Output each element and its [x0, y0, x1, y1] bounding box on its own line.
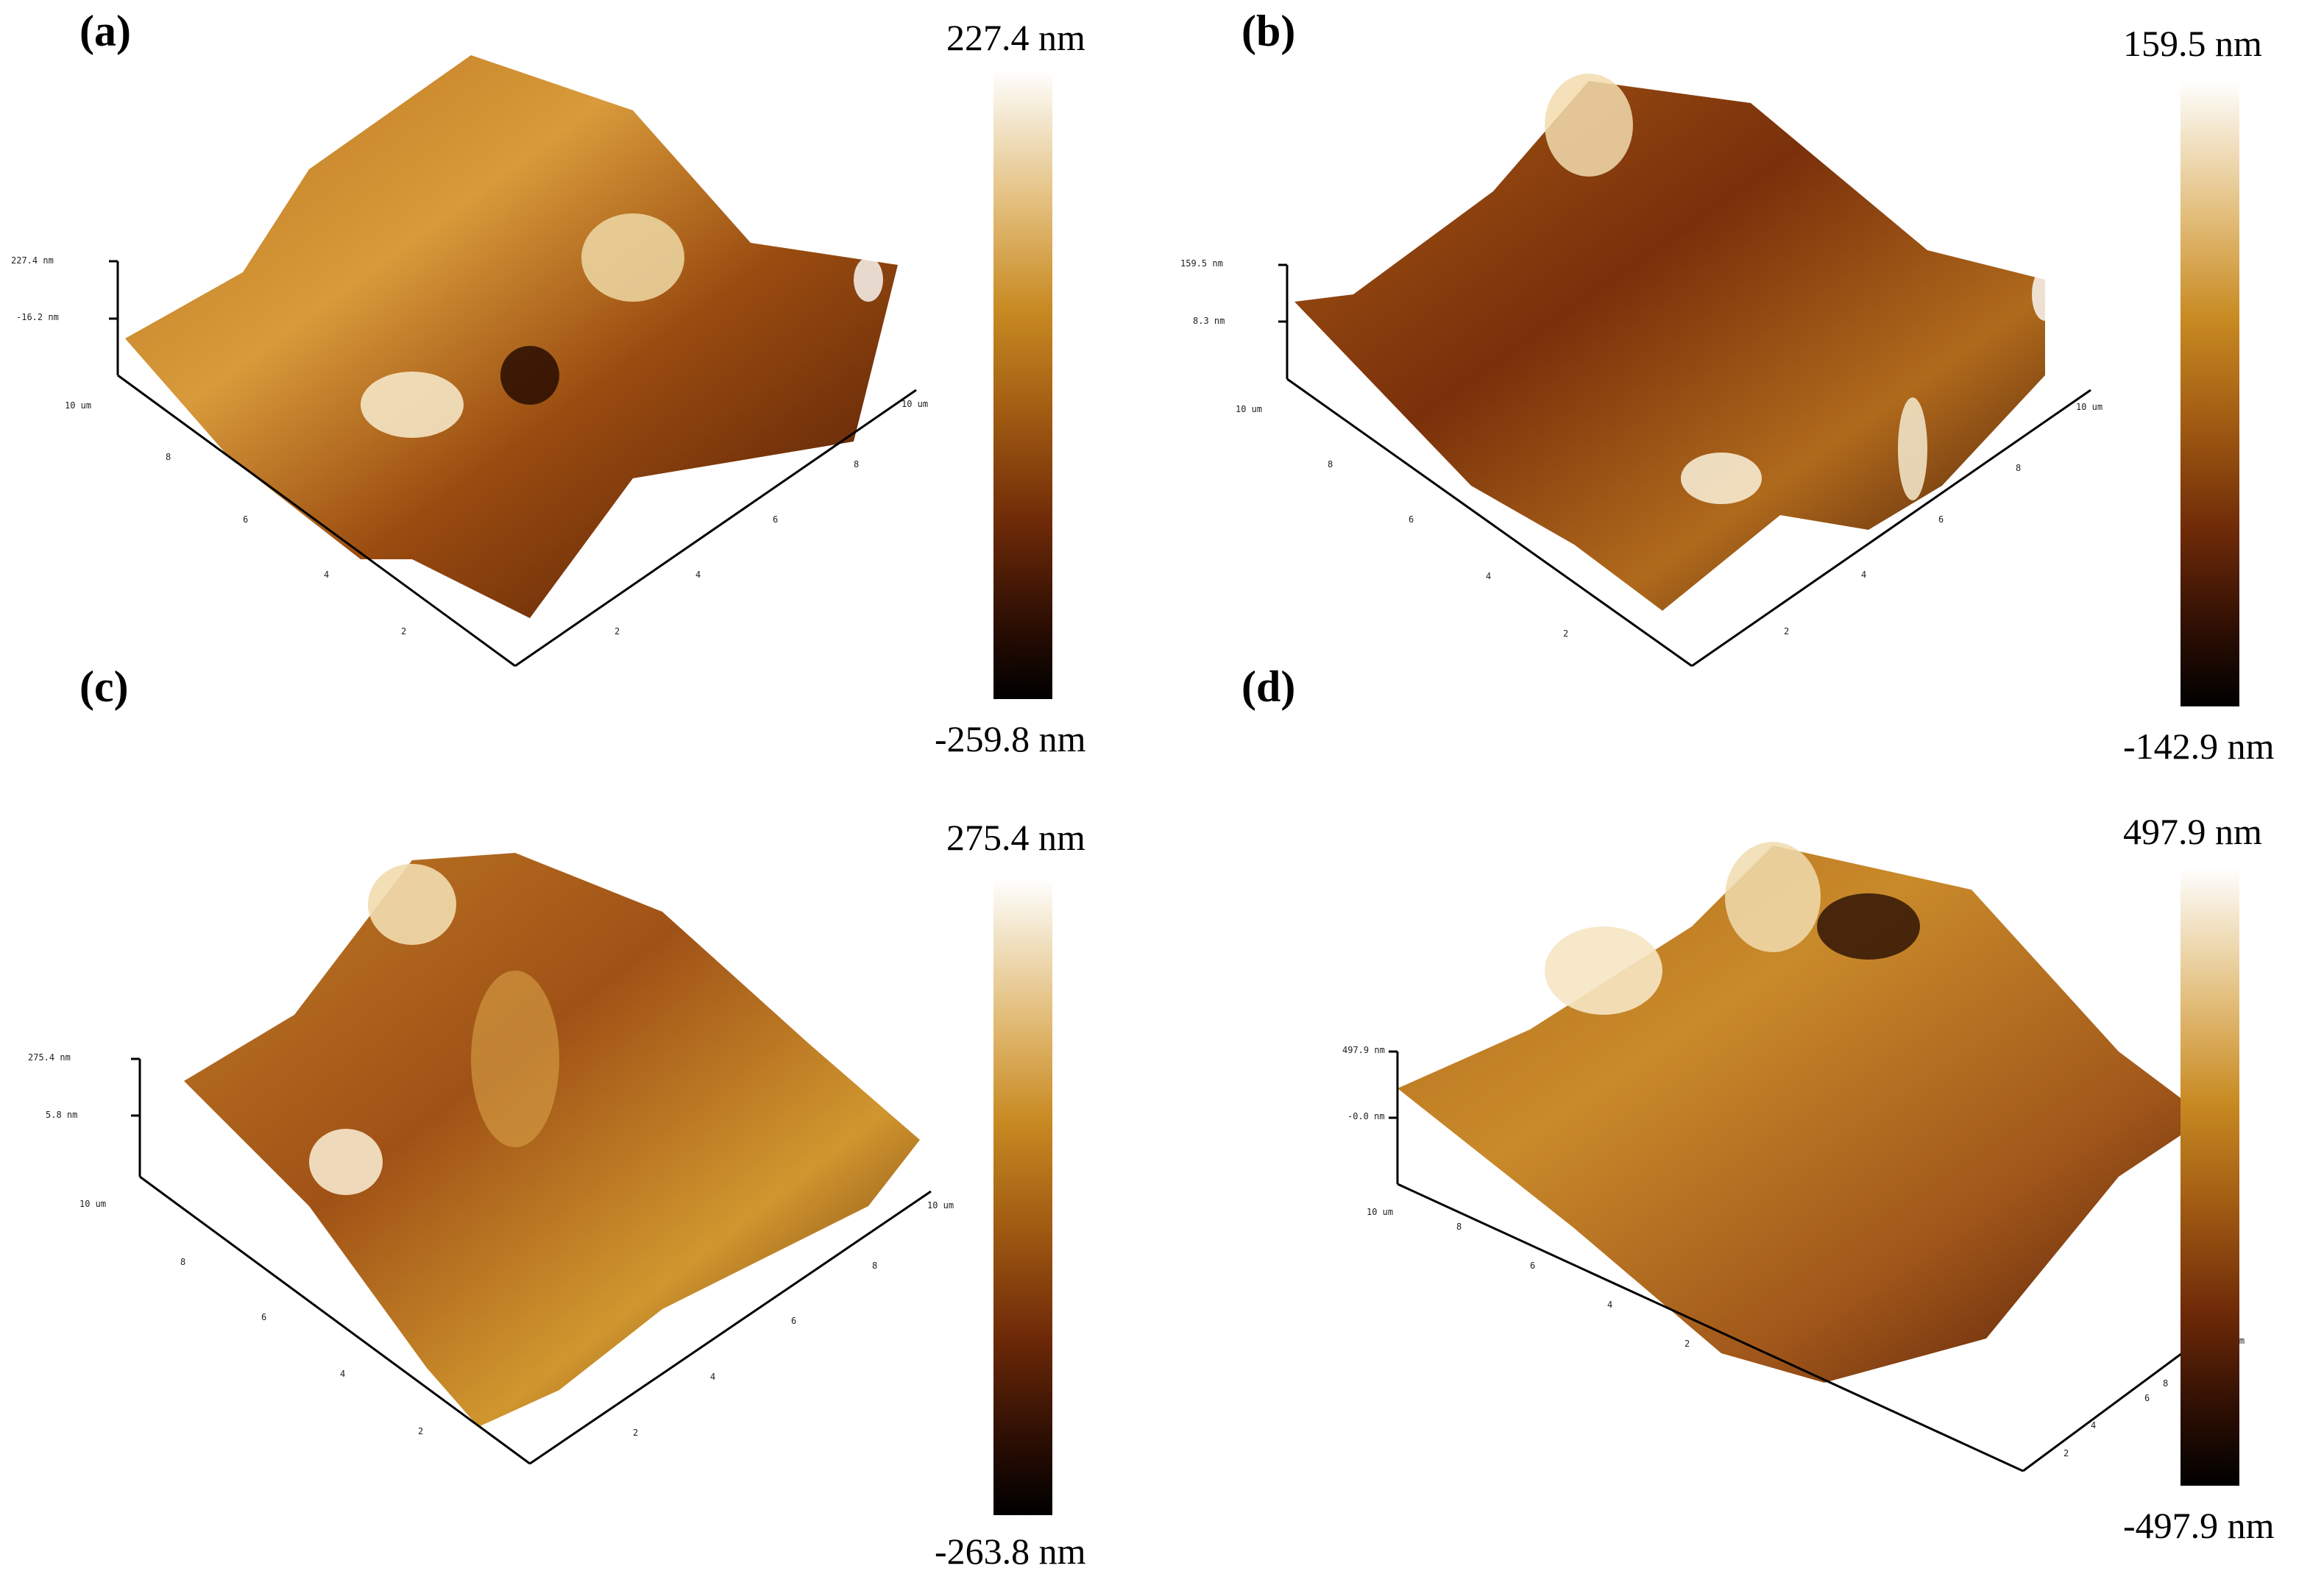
y-end-a: 10 um	[65, 400, 91, 411]
tick-c-x8: 8	[872, 1261, 877, 1271]
scale-min-b: -142.9 nm	[2123, 726, 2275, 767]
tick-a-y4: 4	[324, 570, 329, 580]
tick-c-y6: 6	[261, 1312, 266, 1322]
afm-surface-a: 227.4 nm -16.2 nm 10 um 10 um 8 6 4 2 8 …	[11, 55, 928, 667]
peak-c1	[368, 864, 456, 945]
tick-c-x4: 4	[710, 1372, 715, 1382]
x-end-b: 10 um	[2076, 402, 2102, 412]
y-end-c: 10 um	[79, 1199, 106, 1209]
tick-b-x8: 8	[2016, 463, 2021, 473]
surface-a	[125, 55, 898, 618]
x-end-c: 10 um	[927, 1200, 954, 1211]
z-top-d: 497.9 nm	[1342, 1045, 1385, 1055]
colorbar-c	[993, 879, 1052, 1515]
y-end-b: 10 um	[1236, 404, 1262, 414]
scale-max-b: 159.5 nm	[2123, 23, 2262, 64]
tick-b-y2: 2	[1563, 628, 1568, 639]
peak-a1	[361, 372, 464, 438]
tick-b-x2: 2	[1784, 626, 1789, 637]
z-mid-a: -16.2 nm	[16, 312, 59, 322]
valley-d1	[1817, 893, 1920, 960]
axis-x-c	[139, 1175, 531, 1465]
z-mid-c: 5.8 nm	[46, 1110, 77, 1120]
peak-c2	[309, 1129, 383, 1195]
panel-label-c: (c)	[79, 662, 129, 711]
tick-b-x4: 4	[1861, 570, 1866, 580]
z-top-c: 275.4 nm	[28, 1052, 71, 1063]
y-end-d: 10 um	[1367, 1207, 1393, 1217]
axis-y-a	[514, 389, 917, 667]
scale-max-c: 275.4 nm	[946, 817, 1085, 858]
colorbar-a	[993, 70, 1052, 699]
tick-d-y8: 8	[1456, 1222, 1462, 1232]
peak-a2	[581, 213, 684, 302]
panel-a: 227.4 nm -16.2 nm 10 um 10 um 8 6 4 2 8 …	[0, 0, 1162, 794]
tick-b-y6: 6	[1409, 514, 1414, 525]
peak-a3	[854, 258, 883, 302]
z-top-b: 159.5 nm	[1180, 258, 1223, 269]
tick-b-y8: 8	[1328, 459, 1333, 469]
tick-c-x2: 2	[633, 1428, 638, 1438]
panel-label-b: (b)	[1241, 7, 1296, 55]
tick-b-y4: 4	[1486, 571, 1491, 581]
panel-c: 275.4 nm 5.8 nm 10 um 10 um 8 6 4 2 8 6 …	[0, 662, 1162, 1588]
z-mid-b: 8.3 nm	[1193, 316, 1225, 326]
tick-a-x2: 2	[614, 626, 620, 637]
axis-x-b	[1286, 377, 1693, 667]
scale-max-d: 497.9 nm	[2123, 811, 2262, 852]
tick-d-y6: 6	[1530, 1261, 1535, 1271]
peak-b3	[1898, 397, 1927, 500]
peak-d1	[1725, 842, 1821, 952]
tick-c-y4: 4	[340, 1369, 345, 1379]
tick-b-x6: 6	[1938, 514, 1944, 525]
surface-b	[1294, 81, 2045, 611]
valley-a1	[500, 346, 559, 405]
afm-surface-c: 275.4 nm 5.8 nm 10 um 10 um 8 6 4 2 8 6 …	[28, 853, 954, 1465]
surface-c	[184, 853, 920, 1427]
panel-label-a: (a)	[79, 7, 131, 55]
peak-b4	[2032, 268, 2058, 321]
afm-surface-b: 159.5 nm 8.3 nm 10 um 10 um 8 6 4 2 8 6 …	[1180, 74, 2102, 667]
colorbar-d	[2180, 868, 2239, 1486]
tick-d-x2: 2	[2063, 1448, 2069, 1458]
scale-min-c: -263.8 nm	[935, 1531, 1086, 1572]
tick-a-x8: 8	[854, 459, 859, 469]
tick-c-y2: 2	[418, 1426, 423, 1436]
z-mid-d: -0.0 nm	[1347, 1111, 1385, 1121]
surface-d	[1397, 846, 2207, 1383]
panel-b: 159.5 nm 8.3 nm 10 um 10 um 8 6 4 2 8 6 …	[1162, 0, 2324, 794]
peak-d2	[1545, 926, 1662, 1015]
ridge-c1	[471, 971, 559, 1147]
tick-a-y2: 2	[401, 626, 406, 637]
tick-d-x6: 6	[2144, 1393, 2150, 1403]
tick-a-y8: 8	[166, 452, 171, 462]
tick-d-x8: 8	[2163, 1378, 2168, 1389]
afm-surface-d: 497.9 nm -0.0 nm 10 um 10 um 8 6 4 2 8 6…	[1342, 842, 2245, 1472]
tick-a-y6: 6	[243, 514, 248, 525]
tick-d-x4: 4	[2091, 1420, 2096, 1431]
x-end-a: 10 um	[901, 399, 928, 409]
tick-a-x6: 6	[773, 514, 778, 525]
peak-b2	[1681, 453, 1762, 504]
tick-c-x6: 6	[791, 1316, 796, 1326]
axis-y-b	[1691, 389, 2091, 667]
colorbar-b	[2180, 81, 2239, 706]
tick-c-y8: 8	[180, 1257, 185, 1267]
axis-x-a	[117, 374, 516, 667]
panel-d: 497.9 nm -0.0 nm 10 um 10 um 8 6 4 2 8 6…	[1162, 662, 2324, 1588]
tick-a-x4: 4	[695, 570, 701, 580]
z-top-a: 227.4 nm	[11, 255, 54, 266]
tick-d-y4: 4	[1607, 1300, 1612, 1310]
scale-min-a: -259.8 nm	[935, 718, 1086, 759]
tick-d-y2: 2	[1684, 1339, 1690, 1349]
axis-x-d	[1397, 1183, 2024, 1472]
axis-y-c	[529, 1190, 932, 1465]
peak-b1	[1545, 74, 1633, 177]
scale-max-a: 227.4 nm	[946, 17, 1085, 58]
panel-label-d: (d)	[1241, 662, 1296, 711]
scale-min-d: -497.9 nm	[2123, 1505, 2275, 1546]
